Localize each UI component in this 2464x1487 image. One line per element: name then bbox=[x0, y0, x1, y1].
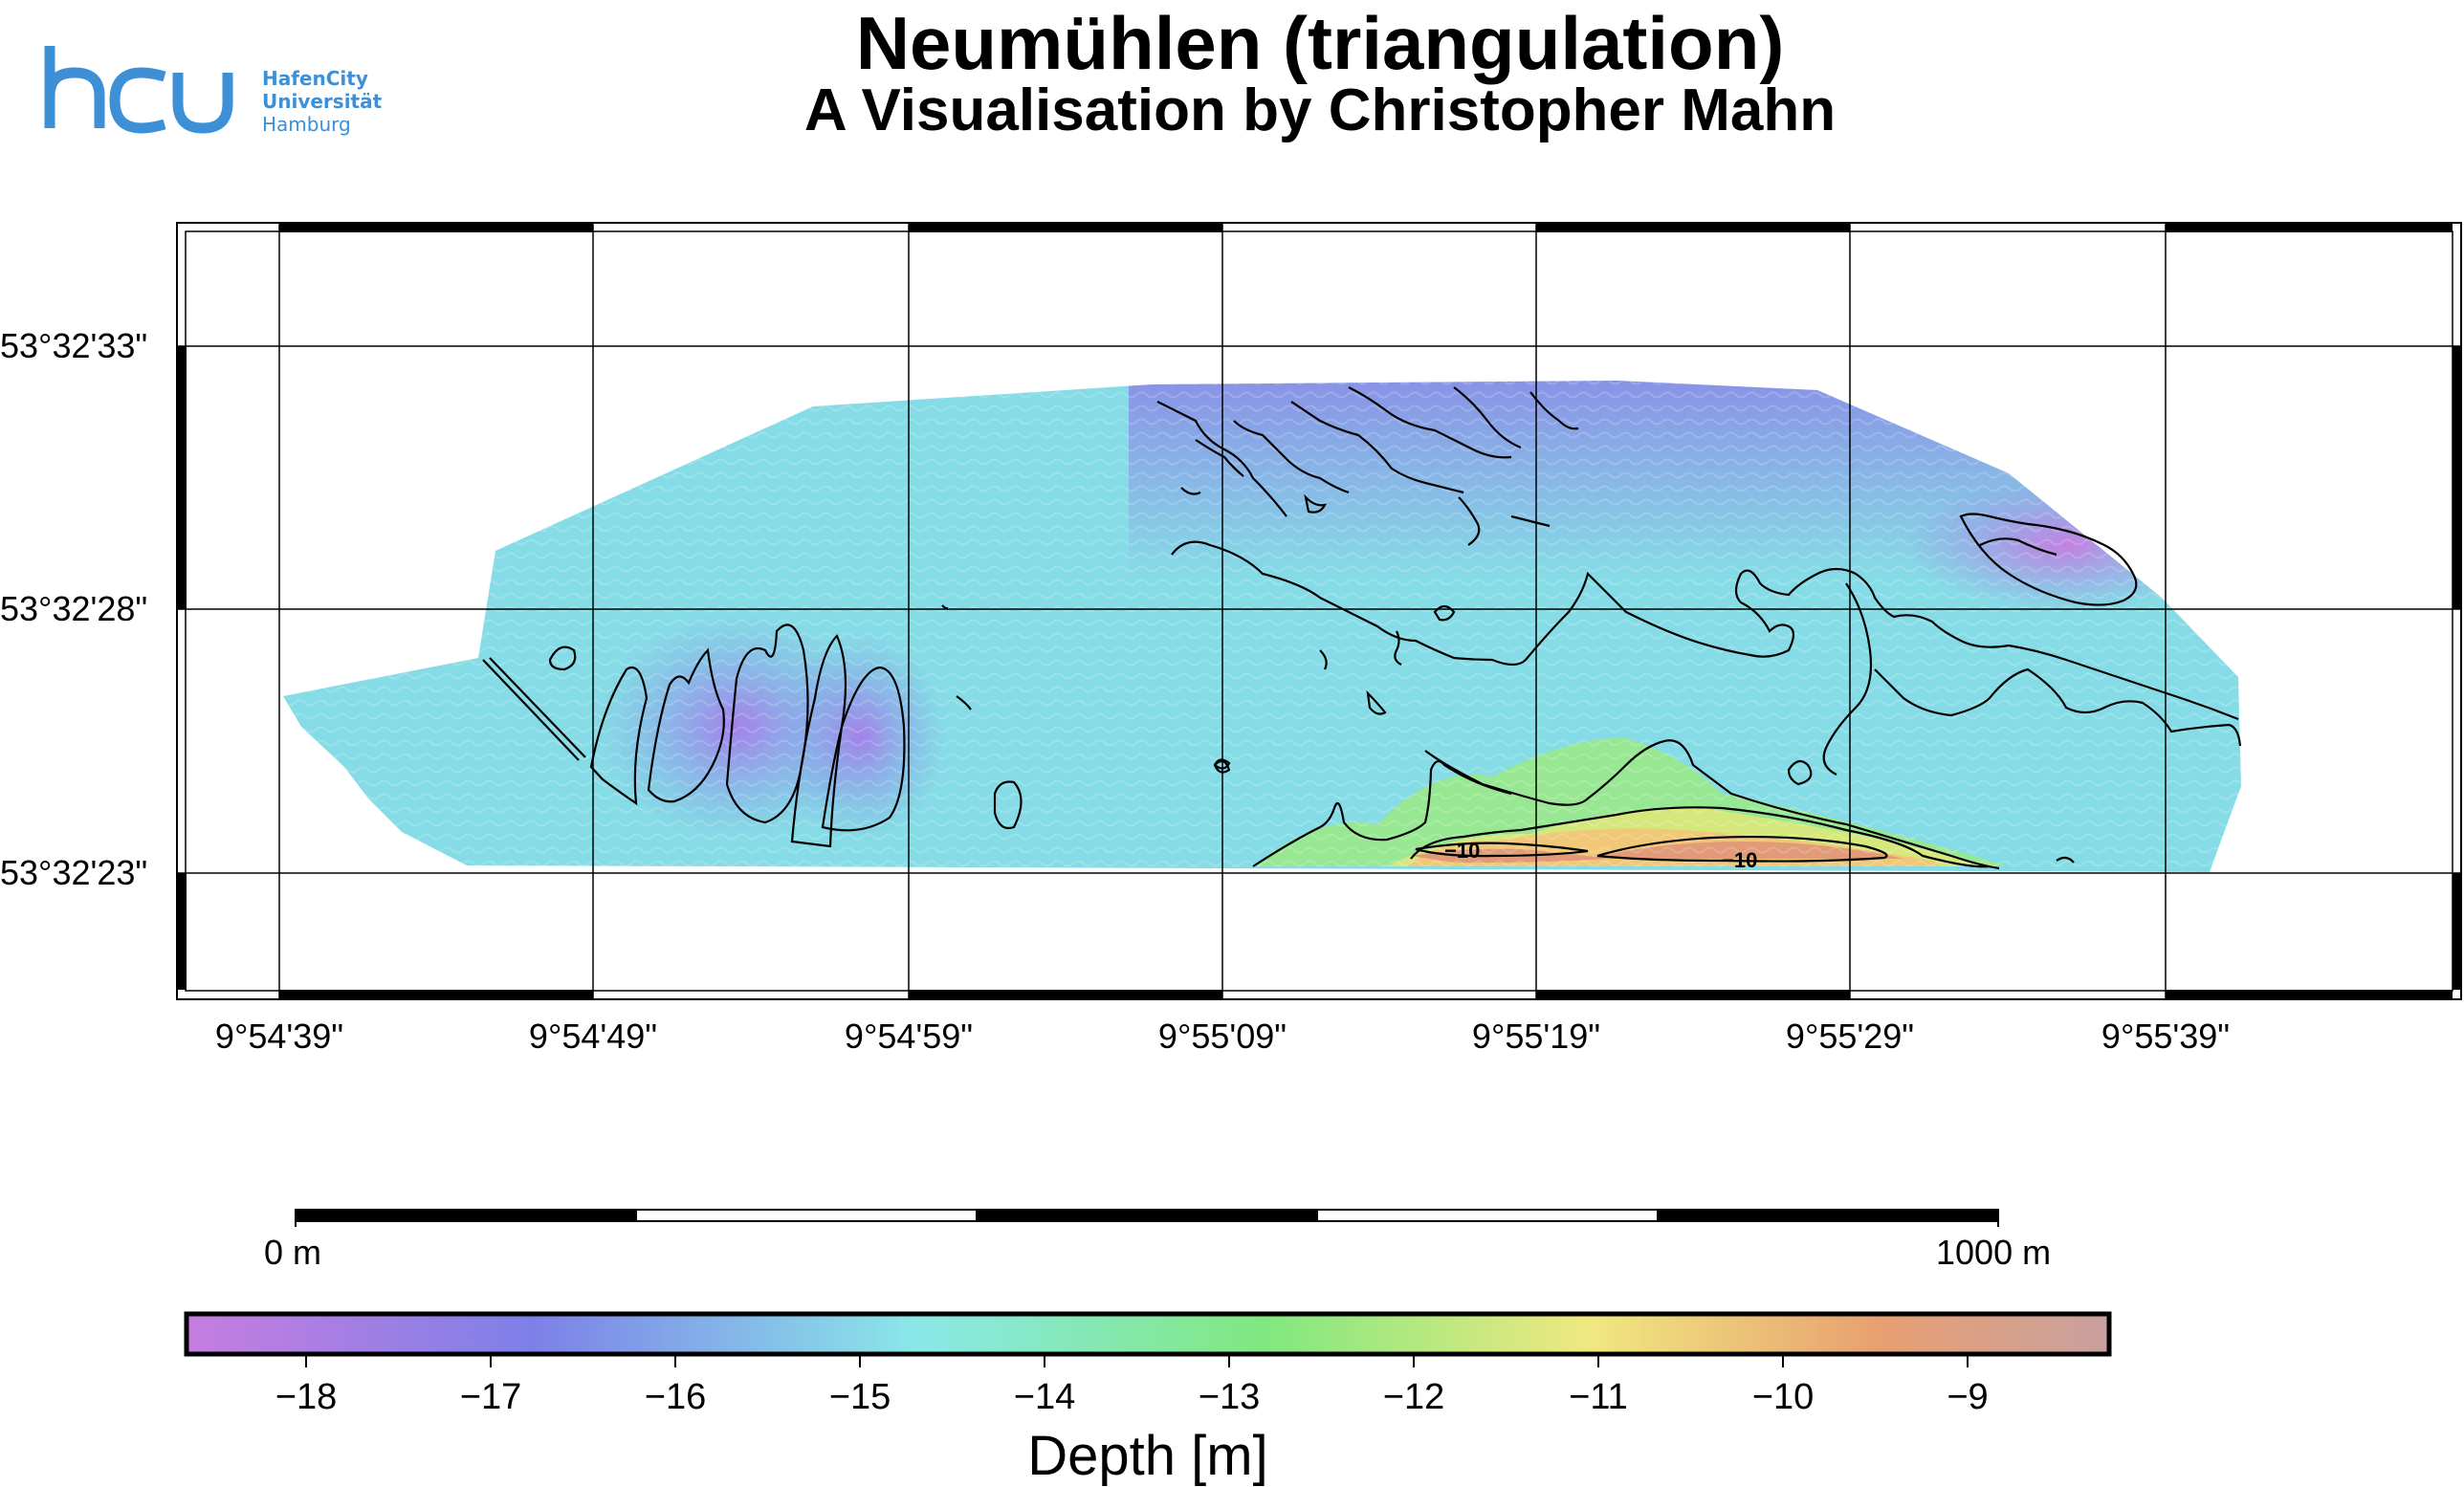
colorbar-tick-label: −16 bbox=[644, 1377, 707, 1417]
graticule bbox=[177, 223, 2461, 999]
lon-label: 9°55'29" bbox=[1785, 1017, 1915, 1056]
lon-label: 9°54'49" bbox=[528, 1017, 658, 1056]
map-title: Neumühlen (triangulation) bbox=[855, 1, 1785, 85]
hcu-logo: HafenCity Universität Hamburg bbox=[38, 36, 402, 142]
scale-end-label: 1000 m bbox=[1936, 1233, 2052, 1272]
map-subtitle: A Visualisation by Christopher Mahn bbox=[803, 77, 1837, 143]
lat-label: 53°32'23" bbox=[0, 853, 148, 892]
lat-label: 53°32'33" bbox=[0, 326, 148, 365]
colorbar-tick-label: −12 bbox=[1382, 1377, 1445, 1417]
logo-university-name: HafenCity Universität Hamburg bbox=[262, 67, 382, 136]
logo-line-3: Hamburg bbox=[262, 113, 351, 136]
lon-label: 9°54'59" bbox=[844, 1017, 974, 1056]
colorbar-axis-label: Depth [m] bbox=[1027, 1425, 1268, 1487]
colorbar-tick-label: −18 bbox=[275, 1377, 338, 1417]
colorbar-tick-label: −10 bbox=[1751, 1377, 1815, 1417]
contour-label: −10 bbox=[1444, 839, 1480, 863]
scale-bar bbox=[295, 1209, 1999, 1227]
lon-label: 9°55'39" bbox=[2101, 1017, 2231, 1056]
colorbar-tick-label: −15 bbox=[828, 1377, 891, 1417]
colorbar-tick-label: −14 bbox=[1013, 1377, 1076, 1417]
lat-label: 53°32'28" bbox=[0, 589, 148, 628]
hcu-logo-mark bbox=[44, 46, 233, 134]
contour-label: −10 bbox=[1722, 848, 1757, 872]
logo-line-2: Universität bbox=[262, 90, 383, 113]
lon-label: 9°54'39" bbox=[214, 1017, 344, 1056]
colorbar-tick-label: −13 bbox=[1198, 1377, 1261, 1417]
lon-label: 9°55'09" bbox=[1157, 1017, 1287, 1056]
depth-contours bbox=[482, 386, 2242, 870]
logo-line-1: HafenCity bbox=[262, 67, 368, 90]
colorbar bbox=[184, 1311, 2112, 1367]
colorbar-tick-label: −9 bbox=[1947, 1377, 1989, 1417]
contour-labels: −10 −10 bbox=[1444, 839, 1757, 872]
colorbar-tick-label: −11 bbox=[1569, 1377, 1628, 1417]
scale-start-label: 0 m bbox=[264, 1233, 322, 1272]
lon-label: 9°55'19" bbox=[1471, 1017, 1601, 1056]
colorbar-tick-label: −17 bbox=[459, 1377, 522, 1417]
